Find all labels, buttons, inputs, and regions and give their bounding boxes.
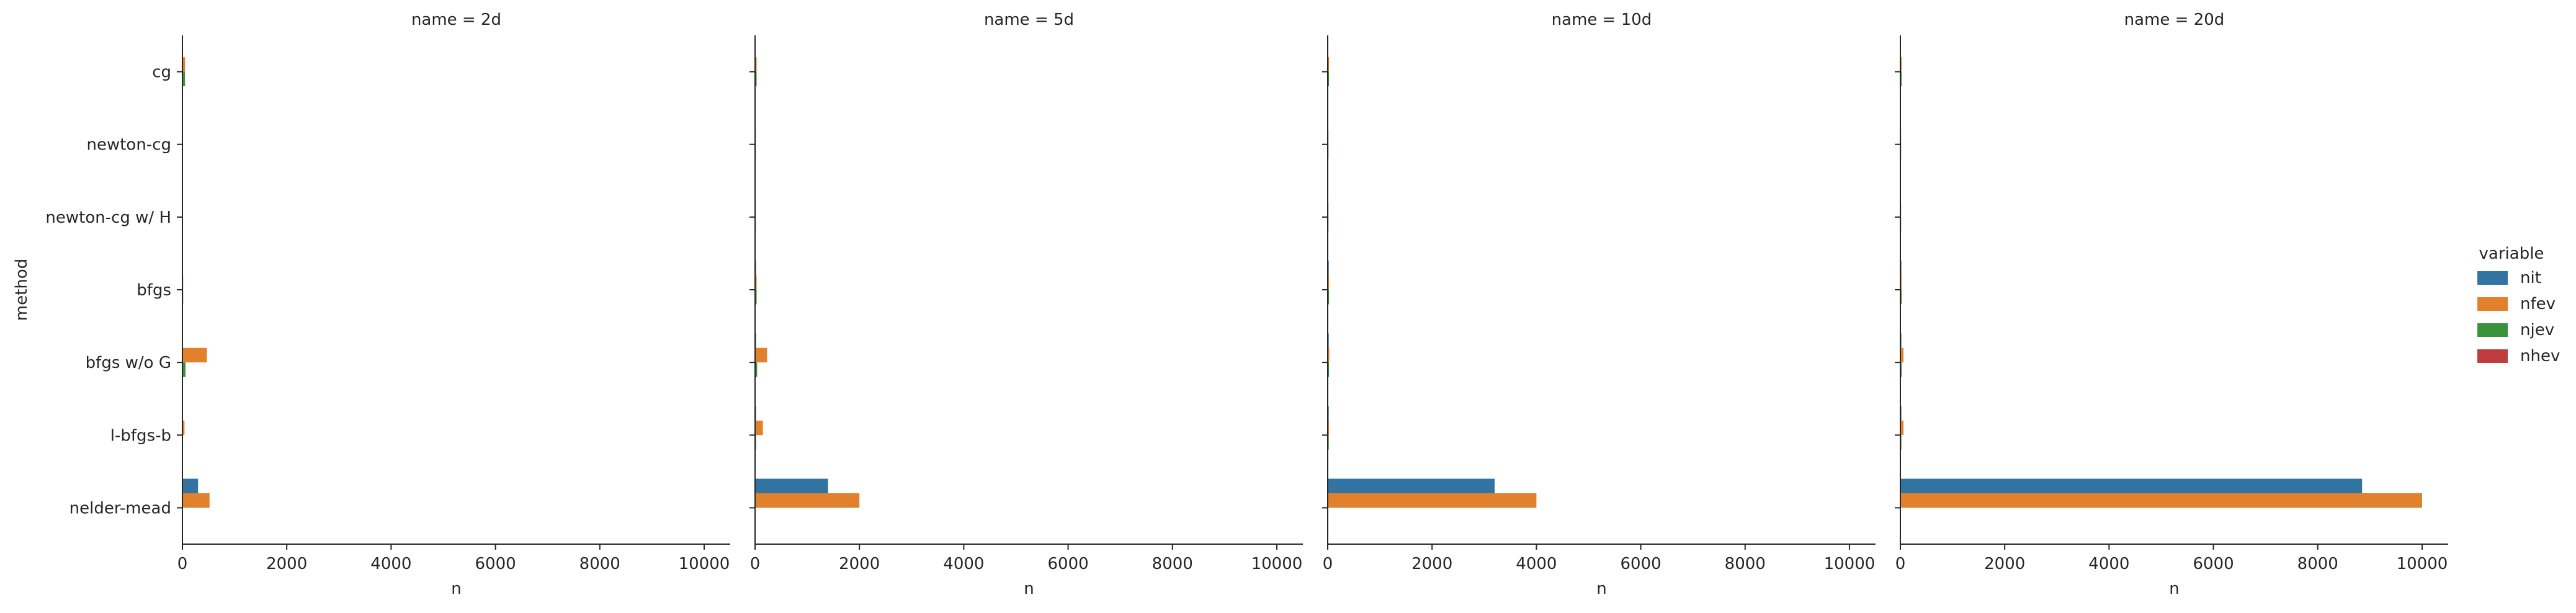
- bar-nfev-bfgs: [1328, 275, 1330, 290]
- bar-nfev-bfgs-w-o-g: [1328, 347, 1330, 363]
- facet-title: name = 20d: [2124, 11, 2225, 29]
- bar-njev-cg: [1900, 71, 1902, 86]
- bar-nfev-l-bfgs-b: [755, 420, 763, 436]
- x-tick-label: 8000: [1725, 555, 1766, 573]
- bar-nfev-cg: [1328, 57, 1330, 72]
- x-tick-label: 6000: [1047, 555, 1088, 573]
- bar-njev-bfgs: [1328, 290, 1330, 305]
- bar-njev-bfgs-w-o-g: [755, 362, 758, 377]
- bar-nfev-l-bfgs-b: [1900, 420, 1904, 436]
- legend-label-nhev: nhev: [2520, 347, 2560, 365]
- x-tick-label: 8000: [579, 555, 620, 573]
- x-tick-label: 6000: [2193, 555, 2234, 573]
- x-axis-label: n: [1024, 579, 1034, 598]
- x-tick-label: 8000: [1152, 555, 1193, 573]
- x-tick-label: 0: [1323, 555, 1333, 573]
- bar-nfev-bfgs: [1900, 275, 1902, 290]
- bar-nfev-bfgs: [755, 275, 757, 290]
- x-tick-label: 6000: [475, 555, 516, 573]
- bar-nfev-l-bfgs-b: [182, 420, 185, 436]
- y-axis-label: method: [12, 259, 31, 321]
- bar-nfev-nelder-mead: [1900, 493, 2422, 508]
- bar-njev-cg: [755, 71, 757, 86]
- legend-label-njev: njev: [2520, 321, 2554, 339]
- bar-nit-nelder-mead: [755, 478, 828, 493]
- bar-njev-cg: [1328, 71, 1330, 86]
- x-tick-label: 10000: [1824, 555, 1876, 573]
- bar-nfev-nelder-mead: [182, 493, 210, 508]
- bar-nit-nelder-mead: [182, 478, 199, 493]
- y-tick-label: newton-cg w/ H: [45, 208, 171, 227]
- bar-nfev-nelder-mead: [1328, 493, 1537, 508]
- y-tick-label: nelder-mead: [69, 499, 171, 517]
- x-tick-label: 4000: [2088, 555, 2129, 573]
- x-tick-label: 4000: [1516, 555, 1557, 573]
- bar-nfev-nelder-mead: [755, 493, 860, 508]
- bar-nfev-cg: [755, 57, 757, 72]
- x-axis-label: n: [1596, 579, 1606, 598]
- x-axis-label: n: [2169, 579, 2179, 598]
- bar-nfev-cg: [1900, 57, 1902, 72]
- x-tick-label: 2000: [1984, 555, 2025, 573]
- x-tick-label: 10000: [2397, 555, 2448, 573]
- x-tick-label: 10000: [1251, 555, 1303, 573]
- y-tick-label: bfgs w/o G: [86, 354, 171, 372]
- bar-njev-bfgs: [1900, 290, 1902, 305]
- bar-njev-bfgs-w-o-g: [1900, 362, 1902, 377]
- x-tick-label: 4000: [943, 555, 984, 573]
- bar-nit-nelder-mead: [1328, 478, 1495, 493]
- legend-swatch-nit: [2477, 271, 2508, 285]
- x-tick-label: 2000: [266, 555, 307, 573]
- x-tick-label: 8000: [2297, 555, 2338, 573]
- legend-swatch-nhev: [2477, 349, 2508, 363]
- bar-nfev-l-bfgs-b: [1328, 420, 1330, 436]
- bar-nfev-bfgs-w-o-g: [1900, 347, 1904, 363]
- y-tick-label: bfgs: [136, 281, 171, 300]
- bar-njev-bfgs-w-o-g: [182, 362, 186, 377]
- x-tick-label: 10000: [679, 555, 730, 573]
- x-tick-label: 6000: [1620, 555, 1661, 573]
- y-tick-label: newton-cg: [87, 136, 172, 154]
- legend-title: variable: [2479, 244, 2544, 263]
- bar-nit-nelder-mead: [1900, 478, 2363, 493]
- bar-nfev-cg: [182, 57, 186, 72]
- facet-title: name = 10d: [1552, 11, 1652, 29]
- facet-title: name = 2d: [411, 11, 501, 29]
- bar-njev-cg: [182, 71, 186, 86]
- legend-swatch-njev: [2477, 323, 2508, 337]
- legend-swatch-nfev: [2477, 297, 2508, 311]
- legend-label-nit: nit: [2520, 269, 2541, 287]
- legend-label-nfev: nfev: [2520, 295, 2556, 313]
- x-tick-label: 0: [1895, 555, 1906, 573]
- bar-njev-bfgs-w-o-g: [1328, 362, 1330, 377]
- bar-nfev-bfgs-w-o-g: [755, 347, 767, 363]
- x-axis-label: n: [451, 579, 461, 598]
- facet-title: name = 5d: [984, 11, 1074, 29]
- x-tick-label: 4000: [370, 555, 411, 573]
- bar-nfev-bfgs-w-o-g: [182, 347, 207, 363]
- y-tick-label: cg: [152, 63, 171, 82]
- bar-njev-bfgs: [755, 290, 757, 305]
- y-tick-label: l-bfgs-b: [110, 426, 171, 445]
- x-tick-label: 2000: [1411, 555, 1452, 573]
- x-tick-label: 2000: [839, 555, 880, 573]
- x-tick-label: 0: [750, 555, 761, 573]
- x-tick-label: 0: [177, 555, 188, 573]
